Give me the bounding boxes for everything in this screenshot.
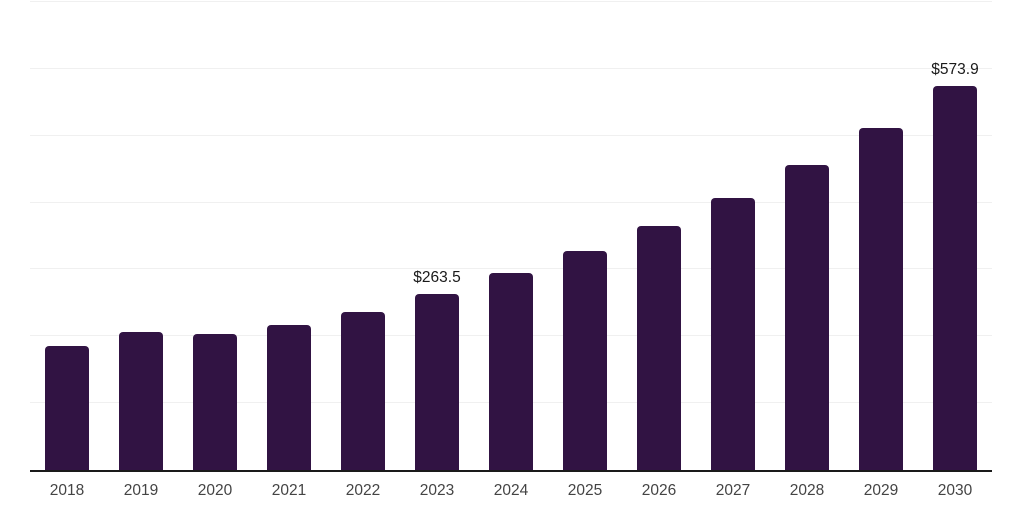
bar-2022 [341, 311, 385, 470]
bar-value-label: $263.5 [413, 268, 461, 286]
x-tick-label: 2021 [271, 482, 307, 499]
bar-slot [326, 2, 400, 470]
bar-slot [474, 2, 548, 470]
bar-slot [770, 2, 844, 470]
bar-slot [844, 2, 918, 470]
bar-slot: $263.5 [400, 2, 474, 470]
x-tick-label: 2027 [715, 482, 751, 499]
bar-2027 [711, 197, 755, 470]
bar-2026 [637, 226, 681, 470]
bar-slot [622, 2, 696, 470]
gridline [30, 268, 992, 270]
bar-slot [104, 2, 178, 470]
x-tick-label: 2018 [49, 482, 85, 499]
x-tick-label: 2026 [641, 482, 677, 499]
gridline [30, 1, 992, 2]
x-tick-label: 2028 [789, 482, 825, 499]
bar-2020 [193, 333, 237, 470]
x-tick-label: 2025 [567, 482, 603, 499]
x-tick-label: 2019 [123, 482, 159, 499]
bar-2029 [859, 127, 903, 470]
bar-slot: $573.9 [918, 2, 992, 470]
bar-slot [548, 2, 622, 470]
x-tick-label: 2029 [863, 482, 899, 499]
bar-2024 [489, 273, 533, 470]
bar-2021 [267, 325, 311, 470]
x-tick-label: 2020 [197, 482, 233, 499]
bar-2025 [563, 251, 607, 470]
plot-area: $263.5 $573.9 [30, 1, 992, 472]
x-tick-label: 2023 [419, 482, 455, 499]
bar-slot [30, 2, 104, 470]
bar-2028 [785, 165, 829, 470]
bar-2023: $263.5 [413, 269, 461, 470]
x-tick-label: 2030 [937, 482, 973, 499]
bar-slot [178, 2, 252, 470]
x-tick-label: 2022 [345, 482, 381, 499]
gridline [30, 201, 992, 203]
bars-container: $263.5 $573.9 [30, 2, 992, 470]
x-axis-labels: 2018 2019 2020 2021 2022 2023 2024 2025 2026 2027… [30, 482, 992, 500]
bar-value-label: $573.9 [931, 61, 979, 79]
x-tick-label: 2024 [493, 482, 529, 499]
bar-2030: $573.9 [931, 61, 979, 470]
gridline [30, 134, 992, 136]
bar-2019 [119, 332, 163, 470]
bar-slot [696, 2, 770, 470]
x-axis-line [30, 470, 992, 472]
bar-slot [252, 2, 326, 470]
bar-2018 [45, 345, 89, 470]
gridline [30, 67, 992, 69]
